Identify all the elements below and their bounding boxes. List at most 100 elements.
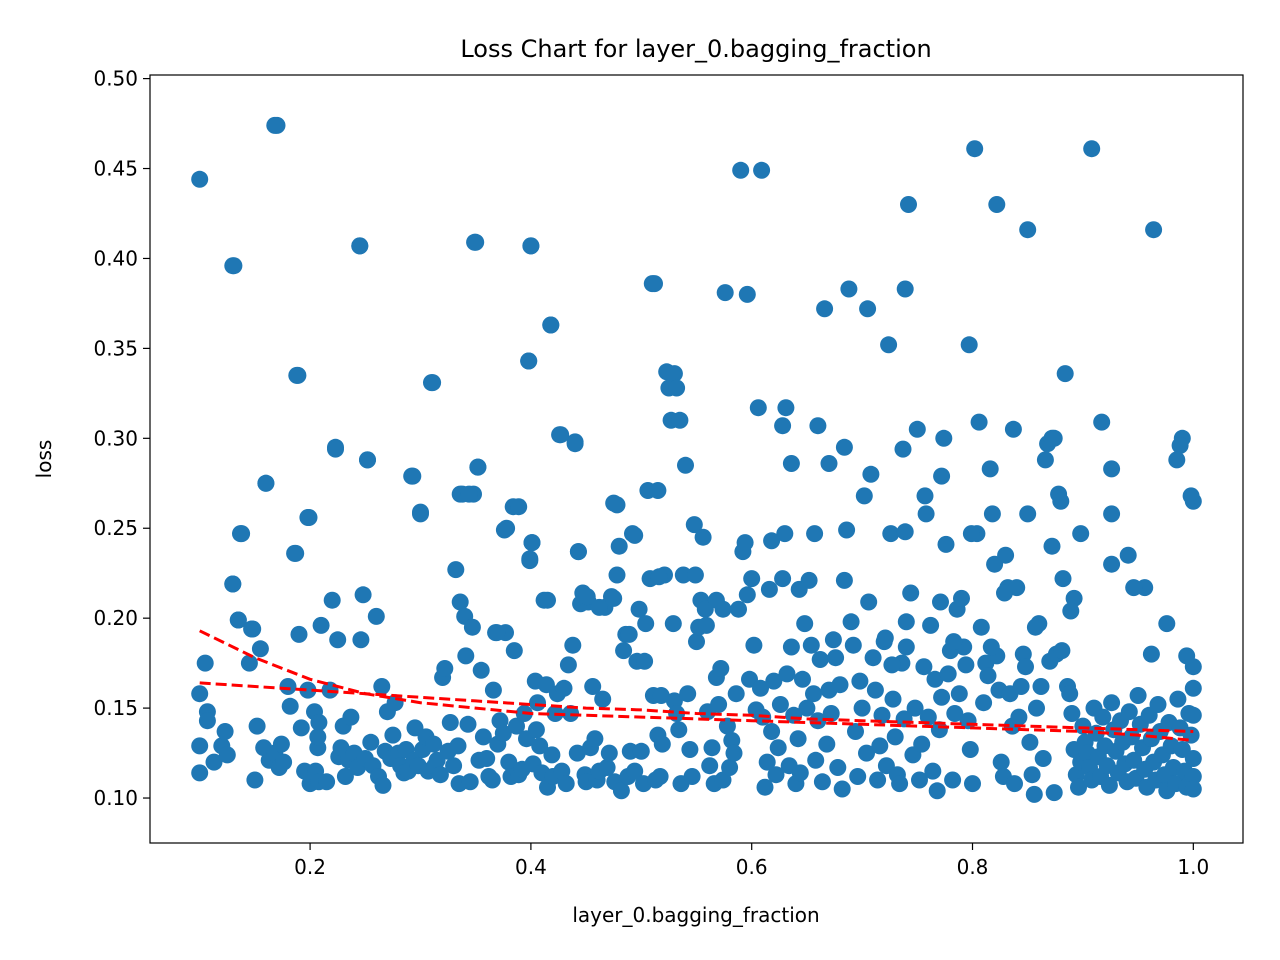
scatter-point	[853, 699, 871, 717]
scatter-point	[299, 681, 317, 699]
scatter-point	[665, 692, 683, 710]
scatter-point	[1158, 615, 1176, 633]
scatter-point	[557, 775, 575, 793]
scatter-point	[664, 615, 682, 633]
y-tick-label: 0.50	[93, 67, 138, 91]
scatter-point	[1184, 780, 1202, 798]
scatter-point	[494, 724, 512, 742]
scatter-point	[309, 728, 327, 746]
scatter-point	[469, 458, 487, 476]
y-tick-label: 0.35	[93, 336, 138, 360]
scatter-point	[789, 730, 807, 748]
scatter-point	[198, 712, 216, 730]
scatter-point	[191, 685, 209, 703]
scatter-point	[816, 300, 834, 318]
scatter-point	[1034, 750, 1052, 767]
scatter-point	[1119, 546, 1137, 564]
scatter-point	[1028, 699, 1045, 717]
scatter-point	[484, 681, 502, 699]
scatter-point	[782, 638, 800, 656]
scatter-point	[835, 438, 853, 456]
scatter-point	[449, 737, 467, 755]
x-axis-ticks: 0.2 0.4 0.6 0.8 1.0	[294, 843, 1209, 879]
scatter-point	[679, 685, 697, 703]
scatter-point	[1012, 678, 1030, 695]
scatter-point	[933, 688, 951, 706]
scatter-point	[1021, 733, 1039, 751]
scatter-point	[681, 741, 699, 758]
scatter-point	[1026, 618, 1044, 636]
scatter-point	[822, 705, 840, 722]
scatter-point	[598, 759, 616, 776]
scatter-point	[945, 633, 963, 651]
scatter-point	[646, 275, 663, 293]
y-tick-label: 0.30	[93, 426, 138, 450]
scatter-point	[569, 543, 587, 561]
scatter-point	[924, 762, 942, 780]
scatter-point	[970, 413, 988, 431]
scatter-point	[1184, 679, 1202, 697]
scatter-point	[710, 696, 728, 713]
scatter-point	[752, 679, 769, 697]
y-tick-label: 0.45	[93, 157, 138, 181]
scatter-point	[911, 771, 928, 789]
scatter-point	[1063, 705, 1081, 722]
scatter-point	[520, 352, 538, 370]
scatter-point	[251, 640, 269, 658]
scatter-point	[460, 485, 478, 503]
scatter-point	[694, 528, 712, 546]
scatter-point	[608, 496, 626, 514]
scatter-point	[612, 782, 630, 800]
scatter-point	[1178, 647, 1196, 665]
scatter-point	[1019, 221, 1037, 239]
scatter-point	[384, 726, 402, 744]
scatter-point	[1025, 785, 1043, 803]
scatter-point	[289, 366, 307, 384]
scatter-point	[191, 737, 209, 755]
x-tick-label: 1.0	[1177, 855, 1209, 879]
fit-2-line	[199, 629, 1194, 742]
scatter-point	[736, 534, 754, 552]
scatter-point	[281, 697, 299, 715]
scatter-point	[743, 570, 761, 588]
scatter-point	[749, 399, 767, 417]
scatter-point	[677, 456, 694, 474]
scatter-point	[566, 435, 584, 453]
scatter-point	[983, 505, 1001, 523]
scatter-point	[1120, 703, 1138, 721]
scatter-point	[774, 417, 792, 435]
scatter-point	[650, 568, 668, 586]
scatter-point	[686, 566, 704, 584]
scatter-point	[777, 399, 795, 417]
scatter-point	[897, 613, 915, 631]
scatter-point	[374, 776, 392, 794]
scatter-point	[323, 591, 341, 609]
scatter-point	[224, 575, 242, 593]
scatter-point	[883, 656, 901, 674]
scatter-point	[765, 672, 783, 690]
scatter-point	[862, 465, 880, 483]
scatter-point	[745, 636, 763, 654]
scatter-point	[466, 233, 484, 251]
scatter-point	[842, 613, 860, 631]
scatter-point	[964, 775, 981, 793]
scatter-point	[732, 161, 750, 179]
scatter-point	[233, 525, 251, 543]
scatter-point	[809, 417, 827, 435]
scatter-point	[790, 580, 808, 598]
scatter-point	[763, 532, 781, 550]
scatter-point	[352, 631, 370, 649]
scatter-point	[1093, 413, 1111, 431]
scatter-point	[342, 708, 360, 726]
scatter-point	[1142, 645, 1160, 663]
scatter-point	[767, 766, 785, 784]
scatter-point	[431, 766, 449, 784]
scatter-point	[564, 636, 582, 654]
scatter-point	[1169, 690, 1187, 708]
scatter-point	[542, 316, 560, 334]
scatter-point	[1006, 775, 1023, 793]
scatter-point	[859, 300, 877, 318]
scatter-point	[1045, 784, 1063, 802]
scatter-point	[674, 566, 692, 584]
scatter-point	[459, 715, 477, 733]
